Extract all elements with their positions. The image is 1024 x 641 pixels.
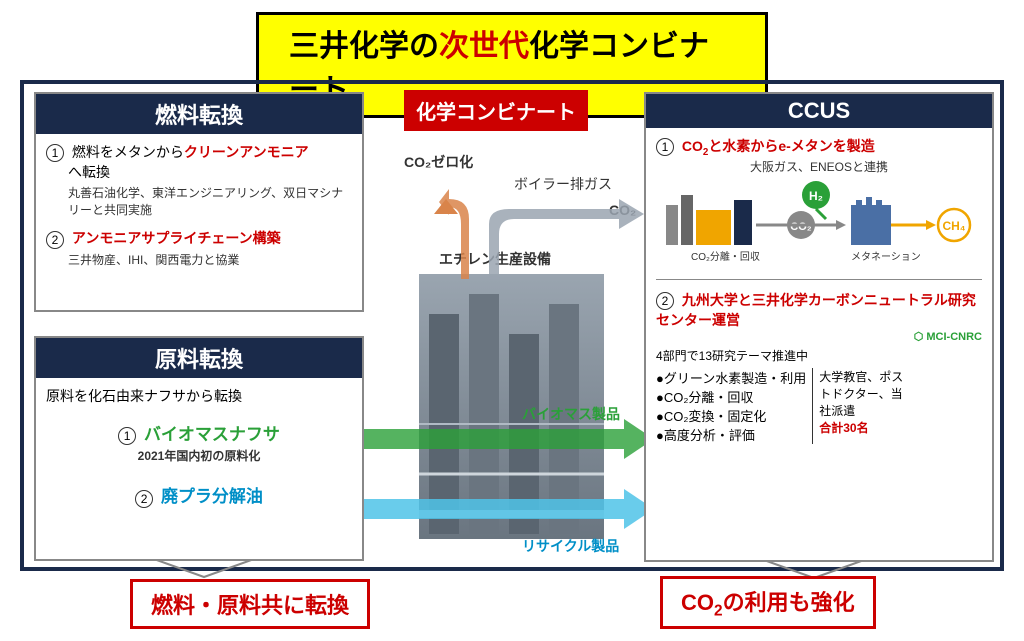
arrow-boiler-gas-icon: [479, 184, 649, 284]
recycle-label: リサイクル製品: [522, 536, 619, 556]
fuel2-hl: アンモニアサプライチェーン構築: [72, 230, 281, 246]
bottom-tag-right: CO2の利用も強化: [660, 576, 876, 629]
panel-ccus: CCUS 1 CO2と水素からe-メタンを製造 大阪ガス、ENEOSと連携 CO…: [644, 92, 994, 562]
fuel-item-1: 1 燃料をメタンからクリーンアンモニア へ転換 丸善石油化学、東洋エンジニアリン…: [46, 142, 352, 218]
feed1-hl: バイオマスナフサ: [144, 425, 280, 444]
list-item: ●CO₂分離・回収: [656, 387, 806, 406]
number-icon: 2: [656, 292, 674, 310]
biomass-label: バイオマス製品: [522, 404, 620, 424]
fuel1-lead: 燃料をメタンから: [72, 144, 184, 160]
panel-fuel-header: 燃料転換: [36, 94, 362, 134]
arrow-co2-zero-icon: [404, 169, 484, 279]
ccus2-side: 大学教官、ポストドクター、当社派遣 合計30名: [812, 368, 907, 444]
ccus2-bullets: ●グリーン水素製造・利用 ●CO₂分離・回収 ●CO₂変換・固定化 ●高度分析・…: [656, 368, 806, 444]
feed2-hl: 廃プラ分解油: [161, 487, 263, 506]
panel-fuel: 燃料転換 1 燃料をメタンからクリーンアンモニア へ転換 丸善石油化学、東洋エン…: [34, 92, 364, 312]
main-frame: 化学コンビナート CO₂ゼロ化 ボイラー排ガス CO₂ エチレン生産設備 バイオ…: [20, 80, 1004, 571]
bottom-tag-left: 燃料・原料共に転換: [130, 579, 370, 629]
number-icon: 1: [656, 138, 674, 156]
ccus1-sub: 大阪ガス、ENEOSと連携: [656, 158, 982, 175]
bottom-right-tail: の利用も強化: [723, 590, 855, 615]
svg-text:CO₂分離・回収: CO₂分離・回収: [691, 250, 760, 263]
panel-fuel-body: 1 燃料をメタンからクリーンアンモニア へ転換 丸善石油化学、東洋エンジニアリン…: [36, 134, 362, 276]
ccus2-lead: 4部門で13研究テーマ推進中: [656, 347, 982, 364]
feed-item-2: 2 廃プラ分解油: [46, 482, 352, 507]
number-icon: 1: [118, 427, 136, 445]
title-pre: 三井化学の: [289, 30, 439, 63]
feed1-sub: 2021年国内初の原料化: [46, 447, 352, 464]
svg-text:CH₄: CH₄: [942, 219, 965, 233]
ccus-item-2: 2 九州大学と三井化学カーボンニュートラル研究センター運営 ⬡ MCI-CNRC…: [656, 290, 982, 444]
list-item: ●グリーン水素製造・利用: [656, 368, 806, 387]
fuel1-tail: へ転換: [68, 164, 110, 180]
mci-cnrc-logo: ⬡ MCI-CNRC: [656, 330, 982, 343]
svg-text:メタネーション: メタネーション: [851, 251, 921, 263]
arrow-recycle-icon: [354, 489, 654, 529]
panel-ccus-body: 1 CO2と水素からe-メタンを製造 大阪ガス、ENEOSと連携 CO₂分離・回…: [646, 128, 992, 452]
svg-text:H₂: H₂: [809, 189, 823, 203]
panel-feed-body: 原料を化石由来ナフサから転換 1 バイオマスナフサ 2021年国内初の原料化 2…: [36, 378, 362, 516]
number-icon: 2: [135, 490, 153, 508]
ccus2-hl: 九州大学と三井化学カーボンニュートラル研究センター運営: [656, 292, 976, 328]
feed-item-1: 1 バイオマスナフサ 2021年国内初の原料化: [46, 420, 352, 464]
callout-notch-left-icon: [154, 559, 254, 579]
ccus-item-1: 1 CO2と水素からe-メタンを製造 大阪ガス、ENEOSと連携 CO₂分離・回…: [656, 136, 982, 273]
number-icon: 2: [46, 231, 64, 249]
arrow-biomass-icon: [354, 419, 654, 459]
title-highlight: 次世代: [439, 30, 529, 63]
fuel1-sub: 丸善石油化学、東洋エンジニアリング、双日マシナリーと共同実施: [68, 184, 352, 218]
feed-intro: 原料を化石由来ナフサから転換: [46, 386, 352, 406]
fuel2-sub: 三井物産、IHI、関西電力と協業: [68, 251, 352, 268]
fuel-item-2: 2 アンモニアサプライチェーン構築 三井物産、IHI、関西電力と協業: [46, 228, 352, 267]
number-icon: 1: [46, 144, 64, 162]
list-item: ●高度分析・評価: [656, 425, 806, 444]
ccus1-hl: CO2と水素からe-メタンを製造: [682, 138, 875, 154]
ccus-flow-icon: CO₂分離・回収 H₂ CO₂ メタネーション CH₄: [656, 175, 976, 270]
panel-ccus-header: CCUS: [646, 94, 992, 128]
list-item: ●CO₂変換・固定化: [656, 406, 806, 425]
ccus2-total: 合計30名: [819, 421, 868, 435]
panel-feedstock: 原料転換 原料を化石由来ナフサから転換 1 バイオマスナフサ 2021年国内初の…: [34, 336, 364, 561]
center-complex-tag: 化学コンビナート: [404, 90, 588, 131]
fuel1-hl: クリーンアンモニア: [184, 144, 309, 160]
panel-feed-header: 原料転換: [36, 338, 362, 378]
svg-text:CO₂: CO₂: [790, 221, 812, 233]
bottom-right-co: CO: [681, 590, 714, 615]
